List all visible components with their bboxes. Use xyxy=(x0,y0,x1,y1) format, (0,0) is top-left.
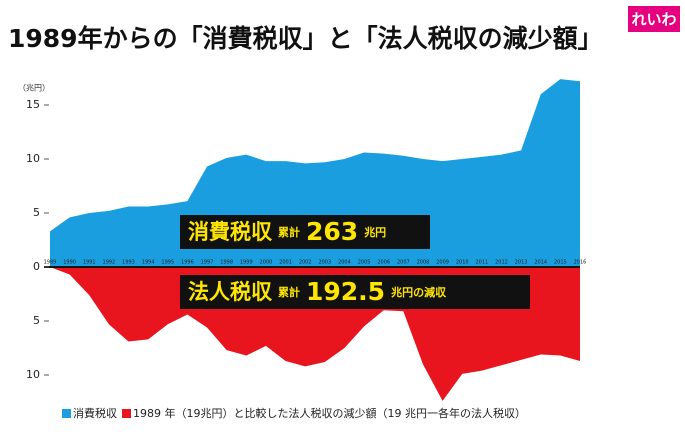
x-tick-label: 2016 xyxy=(574,260,587,266)
x-tick-label: 2004 xyxy=(338,260,351,266)
x-tick-label: 2009 xyxy=(436,260,449,266)
x-tick-label: 2012 xyxy=(495,260,508,266)
y-tick-label: 10 xyxy=(26,368,40,381)
y-tick-label: 5 xyxy=(33,314,40,327)
legend-swatch xyxy=(122,409,131,418)
x-tick-label: 2008 xyxy=(417,260,430,266)
annotation-part: 兆円の減収 xyxy=(391,285,447,299)
chart-title: 1989年からの「消費税収」と「法人税収の減少額」 xyxy=(8,24,603,53)
x-tick-label: 1994 xyxy=(142,260,155,266)
legend-label: 消費税収 xyxy=(73,406,117,420)
x-tick-label: 2001 xyxy=(279,260,292,266)
annotation-part: 累計 xyxy=(278,225,300,239)
annotation-part: 消費税収 xyxy=(188,220,273,244)
annotation-part: 192.5 xyxy=(306,277,385,306)
legend-swatch xyxy=(62,409,71,418)
x-tick-label: 2013 xyxy=(515,260,528,266)
x-tick-label: 2011 xyxy=(475,260,488,266)
x-tick-label: 2000 xyxy=(260,260,273,266)
y-tick-label: 0 xyxy=(33,260,40,273)
x-tick-label: 1990 xyxy=(63,260,76,266)
x-tick-label: 2005 xyxy=(358,260,371,266)
y-tick-label: 10 xyxy=(26,152,40,165)
x-tick-label: 1993 xyxy=(122,260,135,266)
x-tick-label: 2010 xyxy=(456,260,469,266)
x-tick-label: 1999 xyxy=(240,260,253,266)
x-tick-label: 2003 xyxy=(318,260,331,266)
x-tick-label: 1995 xyxy=(161,260,174,266)
logo: れいわ xyxy=(631,11,676,29)
x-tick-label: 1998 xyxy=(220,260,233,266)
y-unit: （兆円） xyxy=(18,83,50,93)
annotation: 消費税収 累計 263 兆円 xyxy=(188,217,386,246)
x-tick-label: 2006 xyxy=(377,260,390,266)
annotation-part: 263 xyxy=(306,217,358,246)
x-tick-label: 1989 xyxy=(44,260,57,266)
x-tick-label: 1992 xyxy=(103,260,116,266)
x-tick-label: 2002 xyxy=(299,260,312,266)
annotation-box xyxy=(180,275,530,309)
x-tick-label: 2007 xyxy=(397,260,410,266)
x-tick-label: 1991 xyxy=(83,260,96,266)
x-tick-label: 1996 xyxy=(181,260,194,266)
y-tick-label: 5 xyxy=(33,206,40,219)
logo-box xyxy=(628,6,680,32)
y-tick-label: 15 xyxy=(26,98,40,111)
annotation-box xyxy=(180,215,430,249)
annotation: 法人税収 累計 192.5 兆円の減収 xyxy=(188,277,447,306)
x-tick-label: 2015 xyxy=(554,260,567,266)
annotation-part: 兆円 xyxy=(364,225,386,239)
x-tick-label: 1997 xyxy=(201,260,214,266)
legend-label: 1989 年（19兆円）と比較した法人税収の減少額（19 兆円一各年の法人税収） xyxy=(133,406,526,420)
annotation-part: 累計 xyxy=(278,285,300,299)
x-tick-label: 2014 xyxy=(534,260,547,266)
annotation-part: 法人税収 xyxy=(188,280,273,304)
